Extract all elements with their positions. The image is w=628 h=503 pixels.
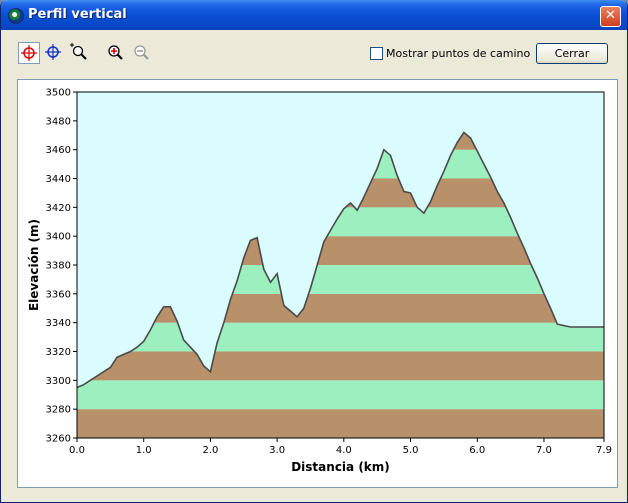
x-tick-label: 0.0 bbox=[69, 445, 85, 456]
x-tick-label: 4.0 bbox=[336, 445, 352, 456]
elevation-band bbox=[77, 322, 604, 352]
title-bar[interactable]: Perfil vertical ✕ bbox=[1, 0, 627, 30]
y-tick-label: 3420 bbox=[46, 203, 71, 214]
crosshair-red-tool[interactable] bbox=[18, 42, 40, 64]
y-tick-label: 3400 bbox=[46, 232, 71, 243]
x-tick-label: 7.0 bbox=[536, 445, 552, 456]
zoom-in-tool[interactable] bbox=[105, 42, 127, 64]
crosshair-blue-tool[interactable] bbox=[43, 42, 65, 64]
y-tick-label: 3320 bbox=[46, 347, 71, 358]
show-waypoints-label: Mostrar puntos de camino bbox=[386, 47, 531, 60]
x-axis-title: Distancia (km) bbox=[291, 460, 390, 474]
zoom-box-tool[interactable] bbox=[69, 42, 91, 64]
y-tick-label: 3360 bbox=[46, 289, 71, 300]
app-icon bbox=[8, 8, 24, 24]
crosshair-red-icon bbox=[21, 45, 37, 61]
cerrar-button[interactable]: Cerrar bbox=[536, 43, 608, 64]
y-tick-label: 3340 bbox=[46, 318, 71, 329]
crosshair-blue-icon bbox=[45, 44, 61, 60]
y-tick-label: 3300 bbox=[46, 376, 71, 387]
zoom-box-icon bbox=[70, 43, 87, 60]
y-tick-label: 3460 bbox=[46, 145, 71, 156]
x-tick-label: 2.0 bbox=[202, 445, 218, 456]
window-close-button[interactable]: ✕ bbox=[600, 6, 621, 27]
x-tick-label: 5.0 bbox=[403, 445, 419, 456]
x-tick-label: 6.0 bbox=[469, 445, 485, 456]
x-tick-label: 1.0 bbox=[136, 445, 152, 456]
show-waypoints-checkbox[interactable] bbox=[370, 47, 383, 60]
elevation-chart-frame: 3260 3280 3300 3320 3340 3360 3380 3400 3420 3440… bbox=[17, 79, 618, 488]
elevation-band bbox=[77, 409, 604, 438]
y-tick-label: 3440 bbox=[46, 174, 71, 185]
y-axis-title: Elevación (m) bbox=[27, 219, 41, 311]
elevation-band bbox=[77, 380, 604, 410]
elevation-band bbox=[77, 351, 604, 381]
zoom-out-tool[interactable] bbox=[131, 42, 153, 64]
elevation-chart[interactable]: 3260 3280 3300 3320 3340 3360 3380 3400 3420 3440… bbox=[18, 80, 617, 487]
y-tick-label: 3280 bbox=[46, 405, 71, 416]
elevation-line bbox=[76, 131, 604, 389]
zoom-in-icon bbox=[108, 45, 123, 60]
x-tick-label: 3.0 bbox=[269, 445, 285, 456]
y-tick-label: 3500 bbox=[46, 88, 71, 99]
window-title: Perfil vertical bbox=[28, 7, 127, 22]
y-tick-label: 3380 bbox=[46, 261, 71, 272]
y-tick-label: 3260 bbox=[46, 434, 71, 445]
y-tick-label: 3480 bbox=[46, 116, 71, 127]
x-tick-label: 7.9 bbox=[596, 445, 612, 456]
zoom-out-icon bbox=[134, 45, 149, 60]
